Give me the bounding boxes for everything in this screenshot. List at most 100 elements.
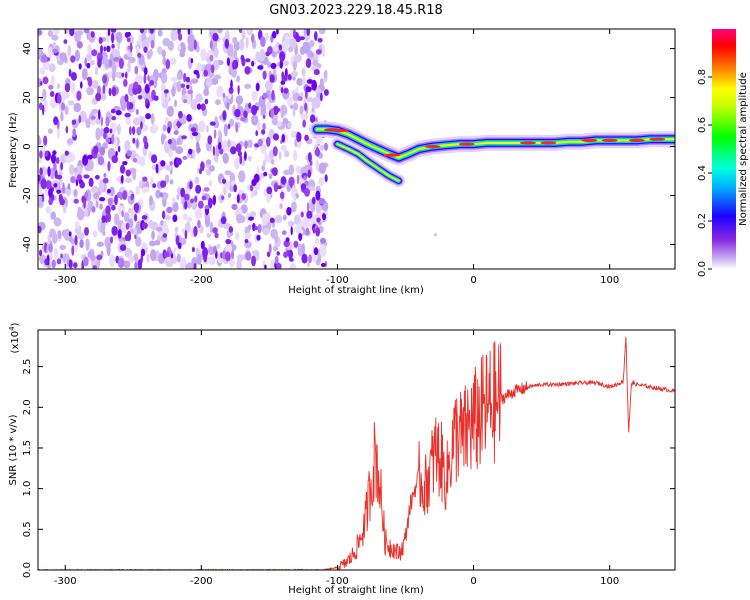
- noise-blob: [124, 233, 131, 242]
- noise-speck: [299, 105, 304, 115]
- noise-blob: [324, 142, 328, 151]
- noise-blob: [48, 198, 53, 206]
- spectrogram-x-label: Height of straight line (km): [288, 285, 424, 296]
- noise-blob: [73, 262, 78, 269]
- noise-speck: [290, 71, 299, 78]
- noise-speck: [149, 48, 153, 57]
- noise-blob: [140, 248, 146, 257]
- noise-blob: [62, 182, 65, 194]
- noise-blob: [300, 211, 304, 218]
- noise-speck: [91, 80, 99, 89]
- noise-blob: [276, 29, 279, 35]
- colorbar-tick-label: 0.2: [697, 213, 708, 229]
- noise-blob: [98, 37, 103, 44]
- noise-blob: [281, 133, 286, 143]
- noise-speck: [133, 253, 139, 262]
- noise-blob: [187, 89, 193, 95]
- noise-speck: [318, 162, 327, 174]
- noise-speck: [213, 46, 219, 58]
- noise-blob: [150, 39, 155, 49]
- noise-speck: [150, 124, 159, 132]
- noise-speck: [260, 102, 267, 116]
- noise-speck: [90, 59, 96, 66]
- stray-point: [433, 233, 437, 237]
- noise-speck: [47, 128, 53, 134]
- noise-blob: [317, 37, 323, 43]
- noise-blob: [276, 185, 282, 190]
- noise-blob: [306, 202, 310, 212]
- noise-blob: [220, 216, 227, 225]
- noise-blob: [135, 108, 139, 115]
- noise-blob: [145, 85, 150, 93]
- noise-blob: [293, 29, 296, 36]
- noise-speck: [161, 49, 166, 58]
- noise-blob: [105, 116, 110, 127]
- noise-speck: [62, 202, 67, 214]
- noise-speck: [123, 212, 130, 222]
- noise-speck: [114, 136, 118, 149]
- noise-blob: [213, 129, 217, 139]
- noise-blob: [38, 174, 41, 182]
- noise-speck: [271, 159, 275, 165]
- noise-blob: [244, 239, 249, 244]
- noise-blob: [262, 114, 266, 119]
- y-tick-label: 2.5: [22, 359, 33, 375]
- noise-blob: [175, 235, 180, 246]
- noise-blob: [311, 83, 316, 90]
- noise-speck: [64, 105, 69, 115]
- noise-speck: [94, 66, 99, 76]
- noise-speck: [248, 224, 252, 231]
- noise-blob: [315, 227, 321, 237]
- noise-blob: [121, 72, 125, 78]
- noise-speck: [167, 40, 174, 51]
- noise-blob: [100, 44, 103, 55]
- noise-blob: [313, 69, 320, 76]
- noise-blob: [324, 174, 328, 183]
- noise-blob: [269, 217, 275, 224]
- snr-x-label: Height of straight line (km): [288, 585, 424, 596]
- noise-speck: [81, 68, 88, 81]
- noise-speck: [170, 29, 178, 42]
- chart-title: GN03.2023.229.18.45.R18: [269, 3, 443, 18]
- noise-blob: [122, 161, 128, 166]
- noise-blob: [107, 29, 111, 37]
- noise-blob: [38, 225, 42, 234]
- noise-speck: [100, 91, 107, 101]
- noise-speck: [125, 177, 133, 183]
- noise-blob: [103, 132, 107, 140]
- noise-blob: [105, 138, 111, 143]
- noise-speck: [260, 143, 267, 154]
- x-tick-label: 0: [470, 275, 476, 286]
- noise-speck: [53, 217, 62, 227]
- y-tick-label: 40: [22, 42, 33, 55]
- noise-blob: [221, 178, 227, 184]
- noise-speck: [197, 121, 206, 133]
- noise-blob: [144, 141, 149, 150]
- noise-speck: [308, 40, 315, 48]
- noise-speck: [283, 169, 291, 176]
- noise-region: [38, 29, 329, 269]
- noise-blob: [48, 84, 54, 90]
- noise-blob: [255, 82, 260, 92]
- noise-blob: [304, 134, 309, 142]
- noise-blob: [68, 231, 72, 237]
- noise-blob: [226, 57, 230, 67]
- noise-speck: [124, 140, 131, 153]
- noise-speck: [249, 211, 257, 218]
- noise-speck: [293, 53, 302, 63]
- noise-blob: [41, 54, 48, 63]
- noise-speck: [148, 220, 154, 228]
- noise-speck: [186, 91, 192, 105]
- noise-blob: [115, 150, 118, 157]
- noise-blob: [135, 138, 139, 149]
- noise-speck: [52, 41, 57, 48]
- noise-blob: [52, 48, 58, 54]
- noise-blob: [145, 113, 152, 120]
- noise-blob: [184, 229, 188, 240]
- noise-blob: [175, 157, 182, 166]
- noise-speck: [107, 70, 113, 79]
- noise-blob: [200, 240, 205, 250]
- noise-speck: [156, 226, 163, 232]
- noise-speck: [129, 95, 134, 103]
